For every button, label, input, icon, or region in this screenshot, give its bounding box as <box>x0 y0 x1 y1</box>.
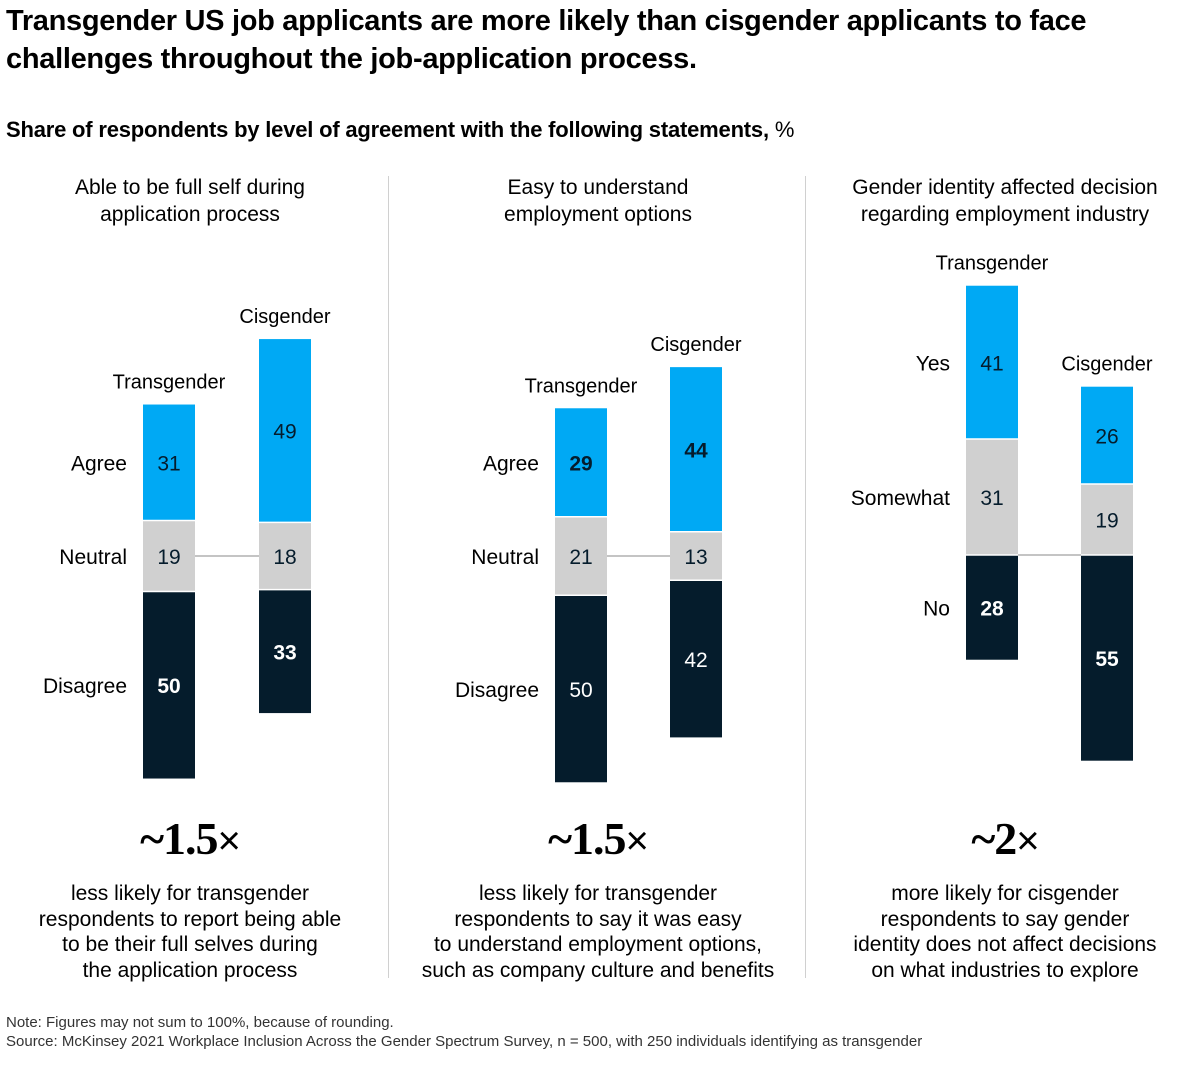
multiplier-value: ~1.5 <box>140 813 218 864</box>
row-label-yes: Yes <box>916 352 950 375</box>
data-label: 21 <box>569 546 592 569</box>
bar-segment-disagree-cisgender <box>670 580 722 738</box>
bar-category-label: Cisgender <box>1061 354 1153 376</box>
bar-segment-disagree-transgender <box>555 595 607 783</box>
panel-title: Able to be full self during application … <box>75 176 305 226</box>
panel-divider <box>388 176 389 978</box>
data-label: 49 <box>273 421 296 444</box>
data-label: 26 <box>1095 425 1118 448</box>
data-label: 42 <box>684 649 707 672</box>
multiplier-stat: ~1.5× <box>398 812 798 865</box>
data-label: 44 <box>684 439 708 462</box>
row-label-agree: Agree <box>483 453 539 476</box>
bar-segment-agree-transgender <box>143 404 195 521</box>
bar-segment-agree-cisgender <box>259 339 311 523</box>
panel-industry-decision: Gender identity affected decision regard… <box>805 0 1200 1000</box>
row-label-disagree: Disagree <box>43 675 127 698</box>
data-label: 19 <box>157 546 180 569</box>
row-label-neutral: Neutral <box>59 546 127 569</box>
bar-segment-neutral-cisgender <box>259 522 311 590</box>
data-label: 33 <box>273 641 296 664</box>
multiplier-description: less likely for transgender respondents … <box>421 882 775 982</box>
subtitle-unit: % <box>774 117 795 142</box>
footnote: Note: Figures may not sum to 100%, becau… <box>6 1014 394 1031</box>
row-label-agree: Agree <box>71 453 127 476</box>
subtitle-text: Share of respondents by level of agreeme… <box>6 117 769 142</box>
source-note: Source: McKinsey 2021 Workplace Inclusio… <box>6 1033 923 1050</box>
bar-segment-agree-transgender <box>555 408 607 517</box>
multiplier-description: more likely for cisgender respondents to… <box>853 882 1157 982</box>
panel-title: Gender identity affected decision regard… <box>852 176 1158 226</box>
multiplier-stat: ~2× <box>805 812 1200 865</box>
bar-segment-disagree-transgender <box>143 591 195 779</box>
multiplier-description: less likely for transgender respondents … <box>38 882 342 982</box>
data-label: 50 <box>569 679 592 702</box>
row-label-no: No <box>923 597 950 620</box>
data-label: 50 <box>157 675 180 698</box>
panel-employment-options: Easy to understand employment options 29… <box>398 0 798 1000</box>
panel-divider <box>805 176 806 978</box>
data-label: 18 <box>273 546 296 569</box>
bar-segment-disagree-cisgender <box>259 589 311 714</box>
data-label: 13 <box>684 546 707 569</box>
bar-category-label: Transgender <box>113 372 226 394</box>
data-label: 28 <box>980 597 1004 620</box>
data-label: 29 <box>569 453 592 476</box>
data-label: 31 <box>980 487 1003 510</box>
bar-segment-neutral-transgender <box>555 516 607 596</box>
bar-category-label: Transgender <box>936 253 1049 275</box>
data-label: 19 <box>1095 509 1118 532</box>
bar-segment-agree-cisgender <box>670 367 722 532</box>
chart-title: Transgender US job applicants are more l… <box>6 5 1087 75</box>
stacked-bar-chart: 29 21 50 Transgender 44 13 42 Cisgender Agree Neu… <box>455 334 742 783</box>
bar-category-label: Cisgender <box>239 306 331 328</box>
row-label-neutral: Neutral <box>471 546 539 569</box>
bar-segment-yes-cisgender <box>1081 386 1133 484</box>
bar-segment-neutral-transgender <box>143 520 195 592</box>
bar-segment-yes-transgender <box>966 285 1018 440</box>
multiplier-stat: ~1.5× <box>0 812 390 865</box>
row-label-disagree: Disagree <box>455 679 539 702</box>
times-symbol: × <box>625 819 649 863</box>
bar-segment-no-transgender <box>966 555 1018 660</box>
bar-category-label: Cisgender <box>650 334 742 356</box>
bar-segment-somewhat-cisgender <box>1081 483 1133 555</box>
times-symbol: × <box>1016 819 1039 863</box>
chart-subtitle: Share of respondents by level of agreeme… <box>6 117 794 143</box>
stacked-bar-chart: 31 19 50 Transgender 49 18 33 Cisgender Agree Neu… <box>43 306 331 779</box>
bar-category-label: Transgender <box>525 375 638 397</box>
panel-title: Easy to understand employment options <box>504 176 692 226</box>
panel-full-self: Able to be full self during application … <box>0 0 390 1000</box>
data-label: 31 <box>157 453 180 476</box>
row-label-somewhat: Somewhat <box>851 487 950 510</box>
stacked-bar-chart: 41 31 28 Transgender 26 19 55 Cisgender Yes Somew… <box>851 253 1153 761</box>
bar-segment-neutral-cisgender <box>670 531 722 581</box>
bar-segment-no-cisgender <box>1081 555 1133 761</box>
data-label: 55 <box>1095 648 1119 671</box>
multiplier-value: ~2 <box>971 813 1017 864</box>
times-symbol: × <box>217 819 241 863</box>
data-label: 41 <box>980 352 1003 375</box>
multiplier-value: ~1.5 <box>548 813 626 864</box>
bar-segment-somewhat-transgender <box>966 439 1018 555</box>
